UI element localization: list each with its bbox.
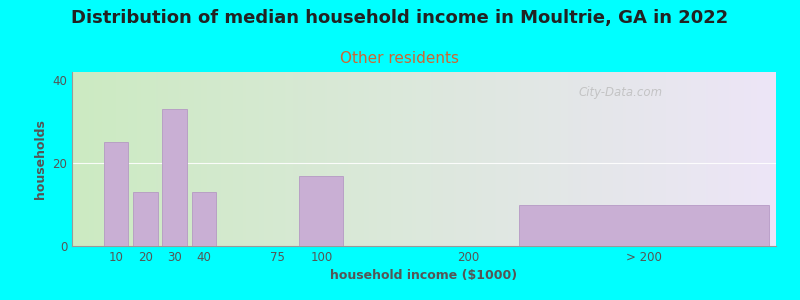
Y-axis label: households: households — [34, 119, 46, 199]
Bar — [103, 142, 129, 246]
Bar — [519, 205, 769, 246]
X-axis label: household income ($1000): household income ($1000) — [330, 269, 518, 282]
Bar — [299, 176, 343, 246]
Bar — [133, 192, 158, 246]
Bar — [162, 109, 187, 246]
Text: City-Data.com: City-Data.com — [579, 86, 663, 99]
Text: Other residents: Other residents — [341, 51, 459, 66]
Bar — [191, 192, 217, 246]
Text: Distribution of median household income in Moultrie, GA in 2022: Distribution of median household income … — [71, 9, 729, 27]
